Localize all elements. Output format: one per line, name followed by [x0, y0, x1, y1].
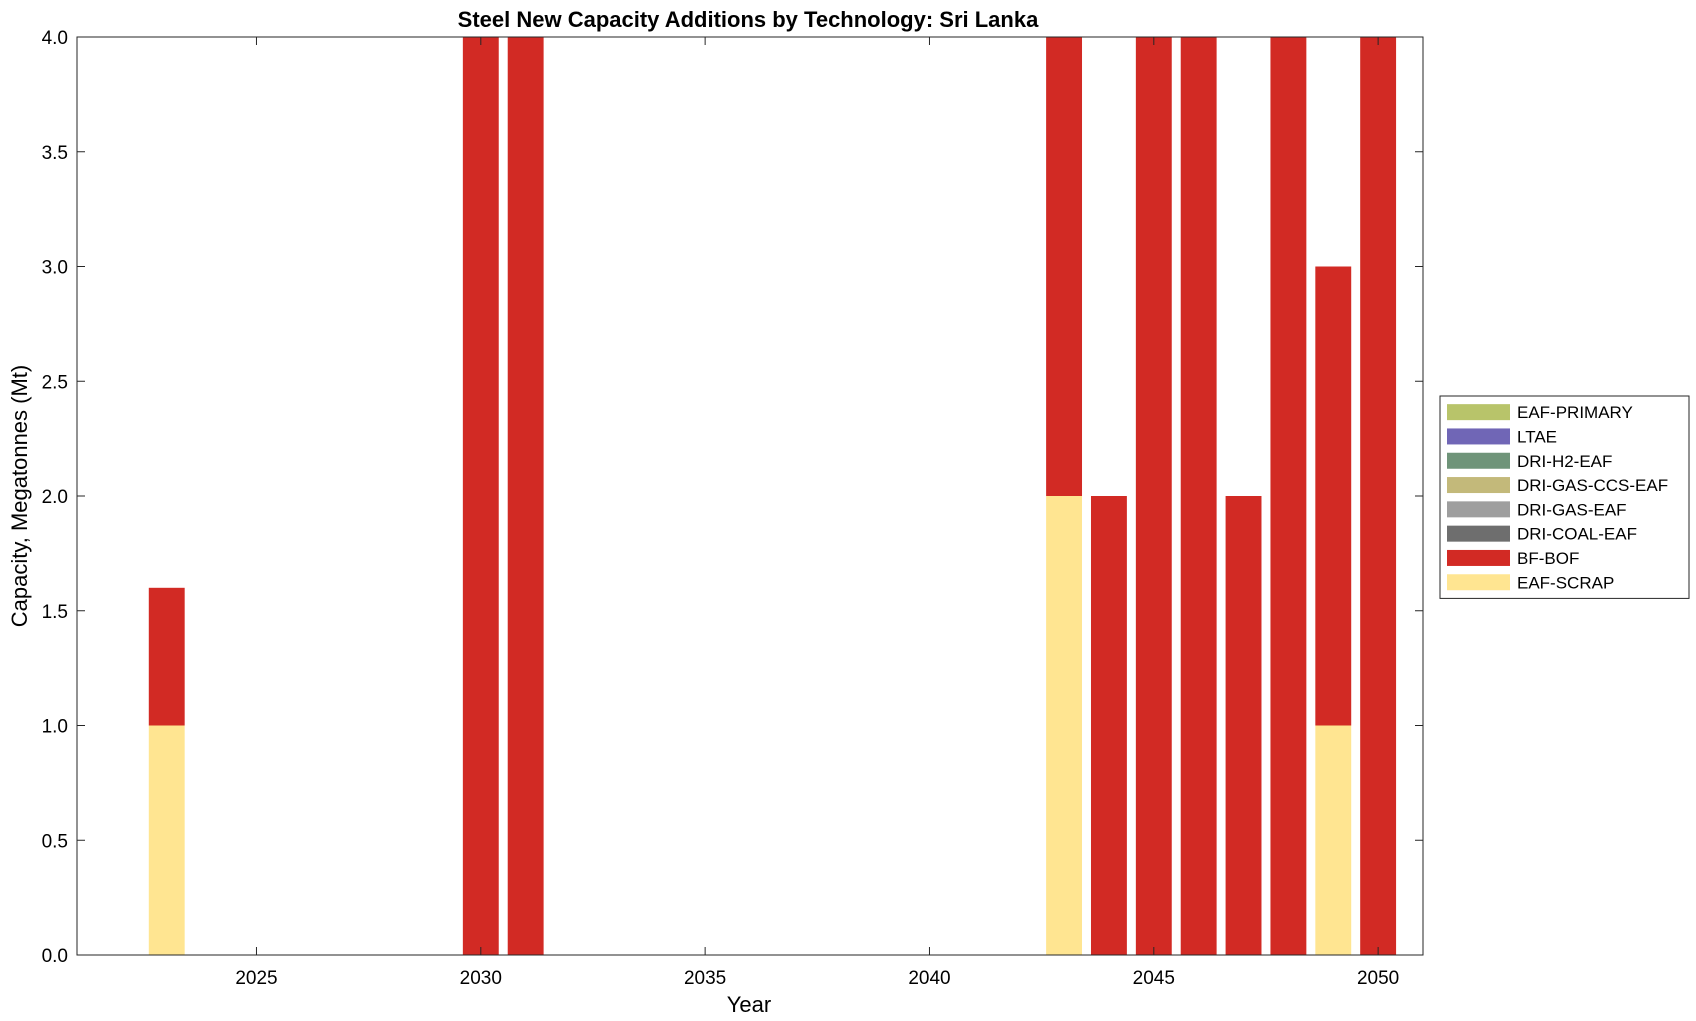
- bars-layer: [148, 37, 1397, 955]
- bar-eaf-scrap-2023: [148, 725, 185, 955]
- legend-swatch-dri-gas-eaf: [1447, 501, 1510, 518]
- y-tick-label: 4.0: [42, 28, 68, 49]
- y-tick-label: 3.0: [42, 258, 68, 279]
- bar-bf-bof-2046: [1180, 37, 1217, 955]
- legend-label-dri-h2-eaf: DRI-H2-EAF: [1517, 452, 1612, 471]
- bar-bf-bof-2030: [462, 37, 499, 955]
- x-tick-label: 2045: [1133, 968, 1175, 989]
- y-tick-label: 3.5: [42, 143, 68, 164]
- y-axis-label: Capacity, Megatonnes (Mt): [7, 365, 32, 627]
- bar-bf-bof-2045: [1135, 37, 1172, 955]
- legend-swatch-eaf-primary: [1447, 404, 1510, 421]
- bar-bf-bof-2031: [507, 37, 544, 955]
- y-tick-label: 0.5: [42, 831, 68, 852]
- legend-label-dri-gas-eaf: DRI-GAS-EAF: [1517, 500, 1627, 519]
- legend-swatch-ltae: [1447, 428, 1510, 445]
- bar-eaf-scrap-2043: [1046, 496, 1083, 955]
- legend-swatch-dri-h2-eaf: [1447, 452, 1510, 469]
- legend-label-dri-gas-ccs-eaf: DRI-GAS-CCS-EAF: [1517, 476, 1668, 495]
- legend-label-eaf-scrap: EAF-SCRAP: [1517, 573, 1614, 592]
- bar-bf-bof-2048: [1270, 37, 1307, 955]
- y-tick-label: 2.5: [42, 372, 68, 393]
- bar-bf-bof-2050: [1360, 37, 1397, 955]
- legend-label-dri-coal-eaf: DRI-COAL-EAF: [1517, 525, 1637, 544]
- x-axis-label: Year: [727, 992, 771, 1017]
- x-tick-label: 2025: [235, 968, 277, 989]
- bar-bf-bof-2023: [148, 587, 185, 726]
- y-tick-label: 1.5: [42, 602, 68, 623]
- bar-bf-bof-2049: [1315, 266, 1352, 726]
- chart-title: Steel New Capacity Additions by Technolo…: [458, 7, 1039, 32]
- bar-eaf-scrap-2049: [1315, 725, 1352, 955]
- x-tick-label: 2040: [908, 968, 950, 989]
- legend-label-ltae: LTAE: [1517, 427, 1557, 446]
- legend-label-eaf-primary: EAF-PRIMARY: [1517, 403, 1633, 422]
- bar-bf-bof-2043: [1046, 37, 1083, 496]
- bar-bf-bof-2047: [1225, 496, 1262, 955]
- legend-swatch-bf-bof: [1447, 549, 1510, 566]
- y-tick-label: 1.0: [42, 717, 68, 738]
- legend-swatch-dri-coal-eaf: [1447, 525, 1510, 542]
- x-tick-label: 2035: [684, 968, 726, 989]
- y-tick-label: 0.0: [42, 946, 68, 967]
- x-tick-label: 2050: [1357, 968, 1399, 989]
- legend-swatch-dri-gas-ccs-eaf: [1447, 477, 1510, 494]
- legend-swatch-eaf-scrap: [1447, 574, 1510, 591]
- legend-label-bf-bof: BF-BOF: [1517, 549, 1579, 568]
- legend-box: [1439, 395, 1690, 599]
- legend: EAF-PRIMARY LTAE DRI-H2-EAF DRI-GAS-CCS-EAF…: [1439, 395, 1690, 599]
- plot-frame: [76, 36, 1424, 956]
- y-tick-label: 2.0: [42, 487, 68, 508]
- bar-bf-bof-2044: [1090, 496, 1127, 955]
- x-tick-label: 2030: [460, 968, 502, 989]
- ticks-layer: 2025 2030 2035 2040 2045 2050 0.0 0.5 1.0 1.5 2.0 2…: [42, 28, 1423, 989]
